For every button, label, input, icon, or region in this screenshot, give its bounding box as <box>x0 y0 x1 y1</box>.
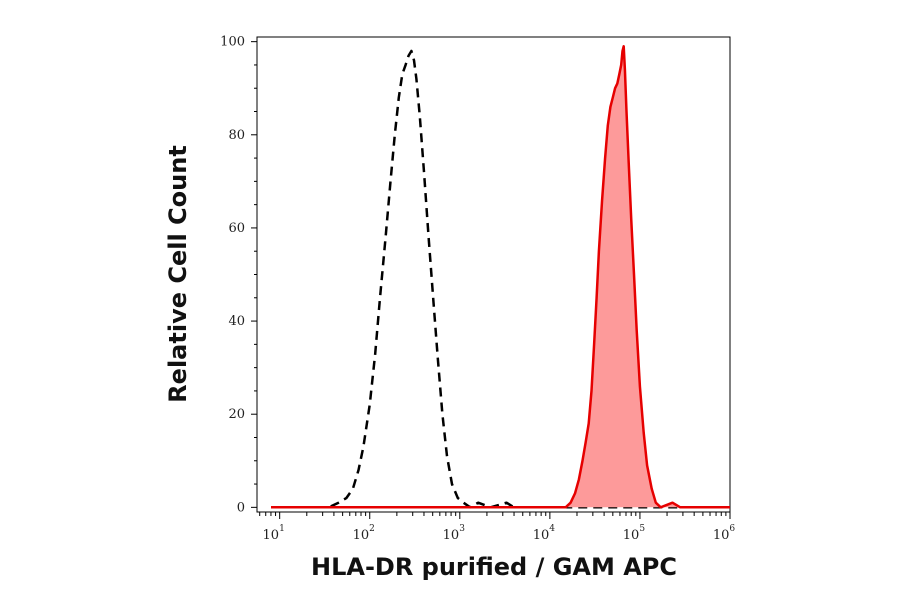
y-tick-label: 20 <box>228 407 245 422</box>
x-axis: 101 102 103 104 105 106 <box>259 512 736 543</box>
series-line-0 <box>271 49 730 509</box>
y-tick-label: 100 <box>220 35 245 50</box>
series-layer <box>271 45 730 509</box>
plot-frame <box>256 36 731 513</box>
y-axis: 0 20 40 60 80 100 <box>220 35 257 515</box>
y-tick-label: 60 <box>228 221 245 236</box>
y-tick-label: 0 <box>237 500 245 515</box>
x-axis-title: HLA-DR purified / GAM APC <box>311 553 677 581</box>
series-line-1 <box>271 45 730 509</box>
x-tick-label: 103 <box>443 524 466 543</box>
x-tick-label: 102 <box>353 524 375 543</box>
x-tick-label: 101 <box>263 524 285 543</box>
x-tick-label: 105 <box>623 524 646 543</box>
x-tick-label: 104 <box>533 524 556 543</box>
y-axis-title: Relative Cell Count <box>164 145 192 403</box>
series-fill-1 <box>271 46 730 508</box>
y-tick-label: 80 <box>228 128 245 143</box>
y-tick-label: 40 <box>228 314 245 329</box>
x-tick-label: 106 <box>713 524 736 543</box>
